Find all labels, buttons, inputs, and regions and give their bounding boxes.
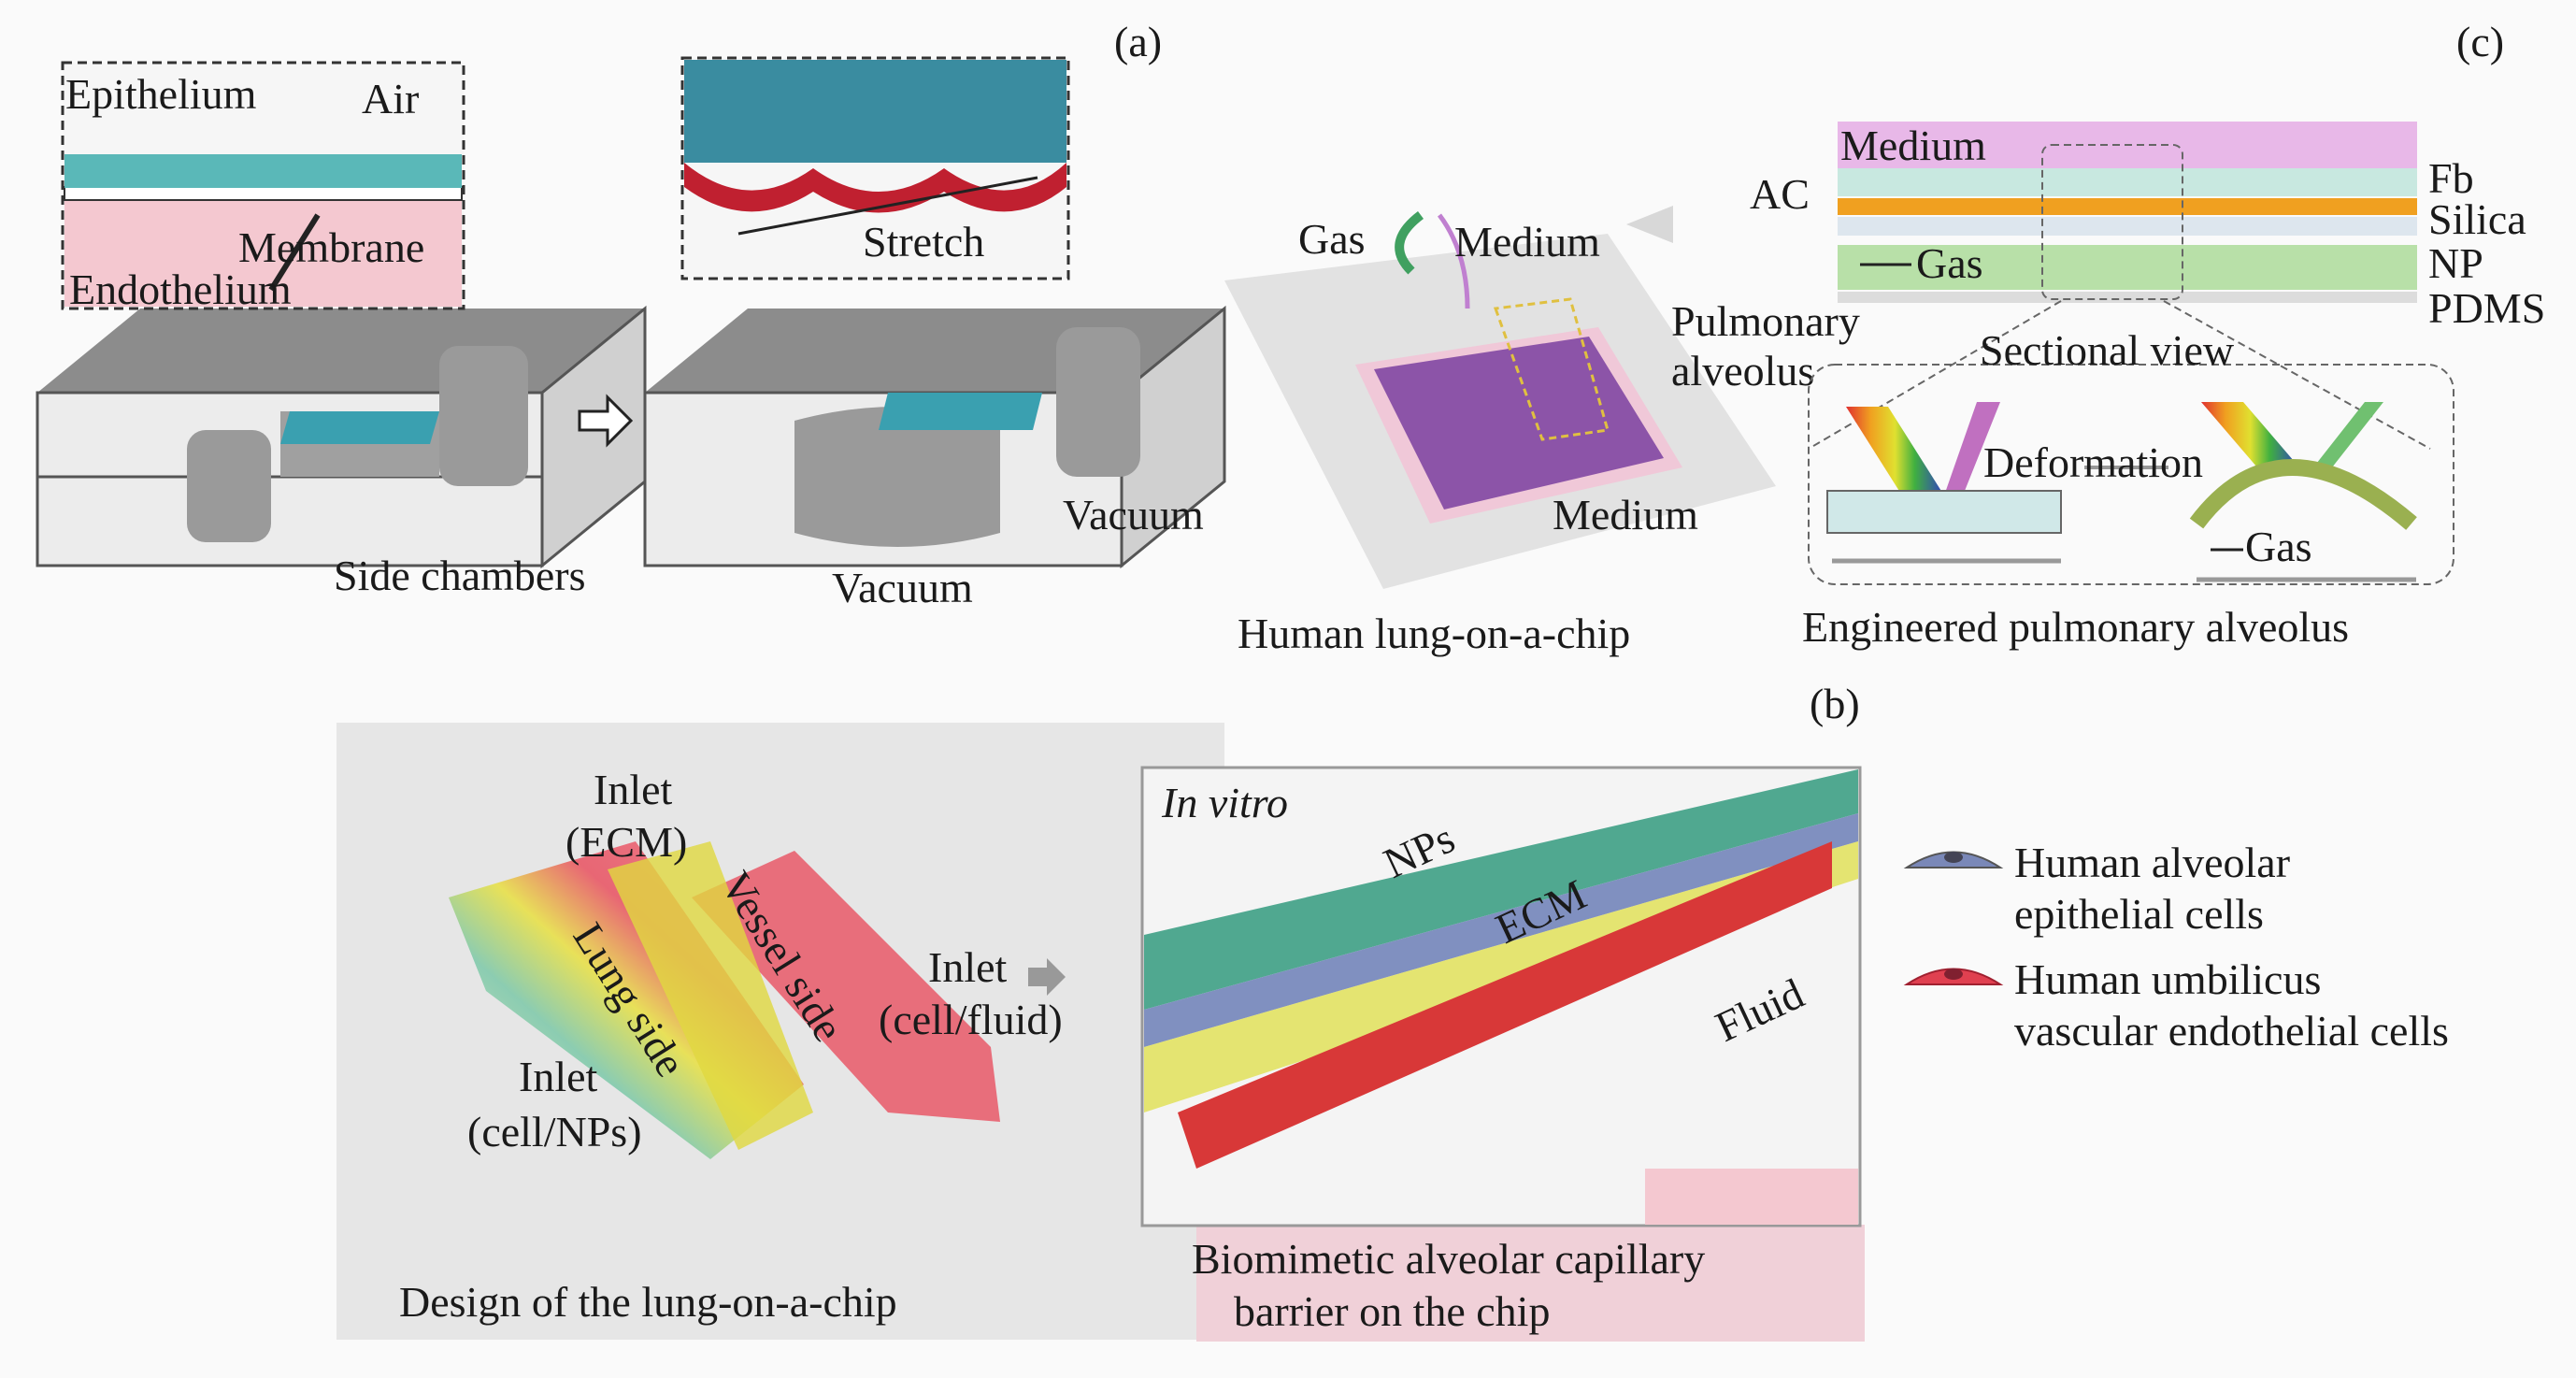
label-c-medium: Medium — [1840, 122, 1986, 169]
label-pulmonary: Pulmonary — [1671, 297, 1860, 345]
caption-engineered-pulmonary-alveolus: Engineered pulmonary alveolus — [1802, 603, 2349, 651]
caption-design: Design of the lung-on-a-chip — [399, 1278, 897, 1326]
label-alveolus: alveolus — [1671, 347, 1814, 395]
lung-chip-illustration — [1224, 206, 1776, 589]
legend-endothelial-line1: Human umbilicus — [2014, 955, 2321, 1003]
legend-epithelial-line1: Human alveolar — [2014, 839, 2290, 886]
label-inlet-nps-1: Inlet — [519, 1053, 598, 1100]
label-sectional-view: Sectional view — [1980, 326, 2235, 374]
legend: Human alveolar epithelial cells Human um… — [1903, 839, 2449, 1055]
legend-endothelial-line2: vascular endothelial cells — [2014, 1007, 2449, 1055]
caption-barrier-1: Biomimetic alveolar capillary — [1192, 1235, 1705, 1283]
sectional-layers-illustration — [1808, 122, 2454, 585]
label-deformation: Deformation — [1983, 438, 2203, 486]
design-illustration — [336, 723, 1224, 1340]
endothelial-cell-icon — [1903, 968, 2004, 985]
panel-label-c: (c) — [2456, 18, 2504, 65]
caption-human-lung-on-a-chip: Human lung-on-a-chip — [1238, 610, 1630, 657]
label-vacuum-left: Vacuum — [832, 564, 973, 611]
chip-stretched-illustration — [643, 305, 1226, 569]
label-endothelium: Endothelium — [69, 266, 292, 313]
inset-stretched — [680, 56, 1070, 280]
inset-relaxed — [61, 61, 465, 310]
label-in-vitro: In vitro — [1161, 779, 1288, 826]
caption-barrier-2: barrier on the chip — [1234, 1287, 1550, 1335]
label-inlet-ecm-2: (ECM) — [565, 818, 687, 866]
label-ac: AC — [1750, 170, 1810, 218]
label-side-chambers: Side chambers — [334, 552, 586, 599]
label-fb: Fb — [2428, 154, 2474, 202]
label-inlet-nps-2: (cell/NPs) — [467, 1108, 642, 1156]
label-np: NP — [2428, 239, 2483, 287]
label-c-gas-small: Gas — [2245, 523, 2312, 570]
label-gas: Gas — [1298, 215, 1366, 263]
label-c-gas: Gas — [1916, 239, 1983, 287]
label-pdms: PDMS — [2428, 284, 2545, 332]
barrier-illustration — [1140, 766, 1865, 1342]
label-inlet-fluid-1: Inlet — [928, 943, 1008, 991]
panel-label-b: (b) — [1810, 680, 1860, 727]
epithelial-cell-icon — [1903, 851, 2004, 868]
label-silica: Silica — [2428, 195, 2526, 243]
legend-epithelial-line2: epithelial cells — [2014, 890, 2264, 938]
label-air: Air — [362, 75, 419, 122]
label-epithelium: Epithelium — [65, 70, 257, 118]
chip-relaxed-illustration — [36, 305, 647, 569]
label-stretch: Stretch — [863, 218, 984, 266]
label-medium-top: Medium — [1454, 218, 1600, 266]
panel-label-a: (a) — [1114, 18, 1162, 65]
arrow-right-icon — [1028, 958, 1066, 996]
label-membrane: Membrane — [238, 223, 424, 271]
label-medium-bottom: Medium — [1553, 491, 1698, 538]
label-inlet-fluid-2: (cell/fluid) — [879, 996, 1063, 1043]
label-vacuum-right: Vacuum — [1063, 491, 1204, 538]
right-arrow-icon — [578, 394, 634, 448]
label-inlet-ecm-1: Inlet — [594, 766, 673, 813]
